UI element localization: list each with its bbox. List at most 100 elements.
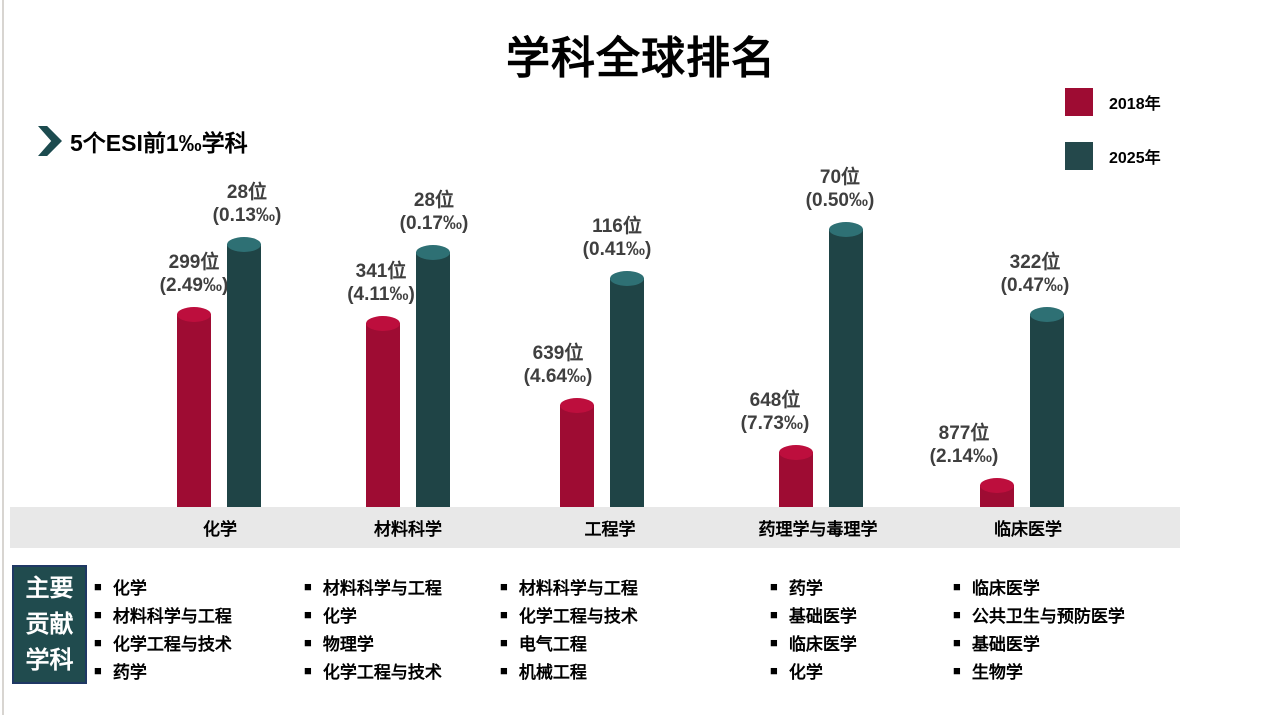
contributor-item-label: 物理学 (322, 634, 374, 654)
bar-body (829, 229, 863, 507)
bullet-square-icon: ■ (500, 662, 508, 678)
bar-2025年-临床医学 (1030, 307, 1064, 507)
legend-swatch-2018 (1065, 88, 1093, 116)
legend-item-2018: 2018年 (1065, 88, 1275, 116)
bar-body (560, 405, 594, 507)
contributor-item-label: 化学工程与技术 (112, 634, 232, 654)
section-heading-label: 5个ESI前1‰学科 (70, 130, 248, 156)
bar-cap (1030, 307, 1064, 322)
contributors-column-工程学: ■ 材料科学与工程 ■ 化学工程与技术 ■ 电气工程 ■ 机械工程 (500, 572, 638, 684)
contributor-item: ■ 生物学 (953, 656, 1125, 684)
bar-body (177, 314, 211, 507)
contributors-column-化学: ■ 化学 ■ 材料科学与工程 ■ 化学工程与技术 ■ 药学 (94, 572, 232, 684)
contributors-title-box: 主要 贡献 学科 (12, 565, 87, 684)
bar-body (416, 252, 450, 507)
bullet-square-icon: ■ (304, 606, 312, 622)
bar-body (366, 323, 400, 507)
bar-2018年-工程学 (560, 398, 594, 507)
bullet-square-icon: ■ (770, 606, 778, 622)
bar-value-label: 322位 (0.47‰) (1000, 252, 1070, 296)
contributor-item-label: 材料科学与工程 (518, 578, 638, 598)
contributors-column-药理学与毒理学: ■ 药学 ■ 基础医学 ■ 临床医学 ■ 化学 (770, 572, 857, 684)
bar-body (227, 244, 261, 507)
contributors-title-line: 贡献 (25, 610, 74, 638)
contributor-item: ■ 药学 (94, 656, 232, 684)
category-label-工程学: 工程学 (584, 520, 636, 539)
contributor-item-label: 电气工程 (518, 634, 587, 654)
contributor-item-label: 药学 (788, 578, 823, 598)
contributor-item: ■ 电气工程 (500, 628, 638, 656)
window-edge-line (2, 0, 4, 715)
category-label-临床医学: 临床医学 (994, 520, 1062, 539)
bar-cap (416, 245, 450, 260)
contributor-item-label: 化学 (788, 662, 823, 682)
category-label-化学: 化学 (203, 520, 237, 539)
contributor-item: ■ 化学工程与技术 (304, 656, 442, 684)
bullet-square-icon: ■ (500, 606, 508, 622)
category-axis-band (10, 507, 1180, 548)
bullet-square-icon: ■ (953, 634, 961, 650)
contributor-item-label: 临床医学 (788, 634, 857, 654)
contributor-item: ■ 化学工程与技术 (500, 600, 638, 628)
bar-value-label: 648位 (7.73‰) (740, 390, 810, 434)
legend-swatch-2025 (1065, 142, 1093, 170)
bar-cap (177, 307, 211, 322)
section-heading: 5个ESI前1‰学科 (38, 124, 248, 158)
bar-value-label: 877位 (2.14‰) (929, 423, 999, 467)
bullet-square-icon: ■ (770, 578, 778, 594)
bullet-square-icon: ■ (500, 634, 508, 650)
contributor-item: ■ 化学工程与技术 (94, 628, 232, 656)
bar-value-label: 116位 (0.41‰) (582, 216, 652, 260)
contributors-column-材料科学: ■ 材料科学与工程 ■ 化学 ■ 物理学 ■ 化学工程与技术 (304, 572, 442, 684)
bullet-square-icon: ■ (94, 634, 102, 650)
category-label-材料科学: 材料科学 (374, 520, 442, 539)
bar-value-label: 341位 (4.11‰) (347, 261, 415, 305)
bullet-square-icon: ■ (953, 578, 961, 594)
contributor-item-label: 化学工程与技术 (518, 606, 638, 626)
bar-chart: 299位 (2.49‰) 341位 (4.11‰) 639位 (4.64‰) 648位 (7.… (159, 167, 1070, 507)
bullet-square-icon: ■ (304, 662, 312, 678)
contributor-item-label: 化学 (322, 606, 357, 626)
contributor-item-label: 药学 (112, 662, 147, 682)
contributor-item: ■ 临床医学 (770, 628, 857, 656)
bar-cap (829, 222, 863, 237)
contributor-item-label: 公共卫生与预防医学 (971, 606, 1125, 626)
page-title: 学科全球排名 (506, 34, 776, 83)
bar-cap (980, 478, 1014, 493)
contributor-item-label: 材料科学与工程 (322, 578, 442, 598)
bar-value-label: 299位 (2.49‰) (159, 252, 229, 296)
bar-value-label: 28位 (0.13‰) (212, 182, 282, 226)
bar-cap (366, 316, 400, 331)
contributor-item: ■ 化学 (770, 656, 857, 684)
contributor-item: ■ 临床医学 (953, 572, 1125, 600)
bar-value-label: 639位 (4.64‰) (523, 343, 593, 387)
bar-cap (610, 271, 644, 286)
bar-2018年-临床医学 (980, 478, 1014, 507)
bullet-square-icon: ■ (953, 606, 961, 622)
bar-body (1030, 314, 1064, 507)
bar-2018年-材料科学 (366, 316, 400, 507)
bullet-square-icon: ■ (500, 578, 508, 594)
bar-cap (560, 398, 594, 413)
bar-2025年-工程学 (610, 271, 644, 507)
bullet-square-icon: ■ (94, 662, 102, 678)
contributor-item-label: 基础医学 (971, 634, 1040, 654)
contributors-column-临床医学: ■ 临床医学 ■ 公共卫生与预防医学 ■ 基础医学 ■ 生物学 (953, 572, 1125, 684)
bullet-square-icon: ■ (94, 578, 102, 594)
category-label-药理学与毒理学: 药理学与毒理学 (758, 520, 878, 539)
contributor-item: ■ 材料科学与工程 (94, 600, 232, 628)
bar-2025年-化学 (227, 237, 261, 507)
legend-label: 2025年 (1109, 150, 1161, 167)
bullet-square-icon: ■ (953, 662, 961, 678)
contributor-item-label: 化学 (112, 578, 147, 598)
bullet-square-icon: ■ (304, 634, 312, 650)
contributors-title-line: 主要 (25, 574, 74, 602)
contributor-item: ■ 材料科学与工程 (304, 572, 442, 600)
legend-item-2025: 2025年 (1065, 142, 1275, 170)
bar-value-label: 28位 (0.17‰) (399, 190, 469, 234)
legend: 2018年 2025年 (1065, 88, 1275, 196)
contributor-item: ■ 公共卫生与预防医学 (953, 600, 1125, 628)
bar-body (779, 452, 813, 507)
bar-value-label: 70位 (0.50‰) (805, 167, 875, 211)
contributor-item: ■ 化学 (304, 600, 442, 628)
